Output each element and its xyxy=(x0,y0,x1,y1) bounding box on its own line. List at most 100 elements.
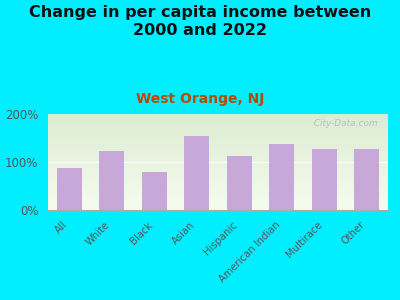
Bar xyxy=(48,204,388,205)
Bar xyxy=(48,172,388,173)
Bar xyxy=(48,159,388,160)
Bar xyxy=(48,134,388,135)
Bar xyxy=(48,187,388,188)
Bar xyxy=(312,148,336,210)
Bar xyxy=(48,205,388,206)
Text: City-Data.com: City-Data.com xyxy=(308,119,378,128)
Bar xyxy=(48,149,388,151)
Bar xyxy=(48,156,388,157)
Bar xyxy=(48,127,388,128)
Bar xyxy=(48,145,388,146)
Bar xyxy=(48,137,388,138)
Bar xyxy=(48,146,388,147)
Bar xyxy=(48,114,388,115)
Bar xyxy=(48,188,388,189)
Bar xyxy=(48,121,388,122)
Bar xyxy=(48,115,388,116)
Bar xyxy=(48,186,388,187)
Bar xyxy=(48,144,388,145)
Bar xyxy=(48,129,388,130)
Bar xyxy=(48,178,388,179)
Bar xyxy=(48,203,388,204)
Bar xyxy=(100,152,124,210)
Bar xyxy=(48,207,388,208)
Bar xyxy=(48,180,388,181)
Bar xyxy=(48,148,388,149)
Bar xyxy=(48,128,388,129)
Bar xyxy=(48,139,388,140)
Bar xyxy=(48,135,388,136)
Bar xyxy=(48,202,388,203)
Bar xyxy=(48,122,388,123)
Bar xyxy=(48,168,388,169)
Bar xyxy=(48,154,388,155)
Bar xyxy=(48,171,388,172)
Bar xyxy=(48,196,388,197)
Bar xyxy=(142,172,166,210)
Bar xyxy=(48,163,388,164)
Bar xyxy=(48,119,388,120)
Bar xyxy=(227,156,252,210)
Bar xyxy=(48,123,388,124)
Bar xyxy=(57,168,82,210)
Bar xyxy=(48,153,388,154)
Bar xyxy=(48,200,388,201)
Bar xyxy=(48,193,388,194)
Bar xyxy=(48,177,388,178)
Bar xyxy=(48,192,388,193)
Bar xyxy=(48,116,388,117)
Bar xyxy=(48,117,388,118)
Bar xyxy=(48,182,388,183)
Bar xyxy=(48,132,388,133)
Bar xyxy=(48,179,388,180)
Bar xyxy=(48,164,388,165)
Bar xyxy=(48,152,388,153)
Bar xyxy=(354,149,379,210)
Bar xyxy=(48,160,388,161)
Bar xyxy=(48,185,388,186)
Bar xyxy=(48,195,388,196)
Bar xyxy=(48,208,388,209)
Bar xyxy=(48,175,388,176)
Bar xyxy=(48,183,388,184)
Bar xyxy=(48,189,388,190)
Bar xyxy=(48,157,388,158)
Bar xyxy=(48,140,388,141)
Bar xyxy=(48,194,388,195)
Bar xyxy=(48,167,388,168)
Bar xyxy=(48,197,388,199)
Bar xyxy=(48,143,388,144)
Bar xyxy=(48,118,388,119)
Bar xyxy=(48,201,388,202)
Bar xyxy=(48,165,388,166)
Bar xyxy=(48,199,388,200)
Bar xyxy=(270,144,294,210)
Bar xyxy=(48,161,388,162)
Bar xyxy=(48,130,388,131)
Bar xyxy=(48,158,388,159)
Bar xyxy=(48,131,388,132)
Bar xyxy=(48,133,388,134)
Bar xyxy=(48,147,388,148)
Bar xyxy=(48,141,388,142)
Bar xyxy=(184,136,209,210)
Bar xyxy=(48,169,388,170)
Bar xyxy=(48,136,388,137)
Bar xyxy=(48,206,388,207)
Bar xyxy=(48,138,388,139)
Bar xyxy=(48,124,388,125)
Bar xyxy=(48,181,388,182)
Text: West Orange, NJ: West Orange, NJ xyxy=(136,92,264,106)
Bar xyxy=(48,190,388,191)
Bar xyxy=(48,151,388,152)
Bar xyxy=(48,209,388,210)
Bar xyxy=(48,120,388,121)
Bar xyxy=(48,191,388,192)
Bar xyxy=(48,142,388,143)
Bar xyxy=(48,173,388,175)
Bar xyxy=(48,166,388,167)
Bar xyxy=(48,125,388,127)
Bar xyxy=(48,170,388,171)
Bar xyxy=(48,184,388,185)
Text: Change in per capita income between
2000 and 2022: Change in per capita income between 2000… xyxy=(29,4,371,38)
